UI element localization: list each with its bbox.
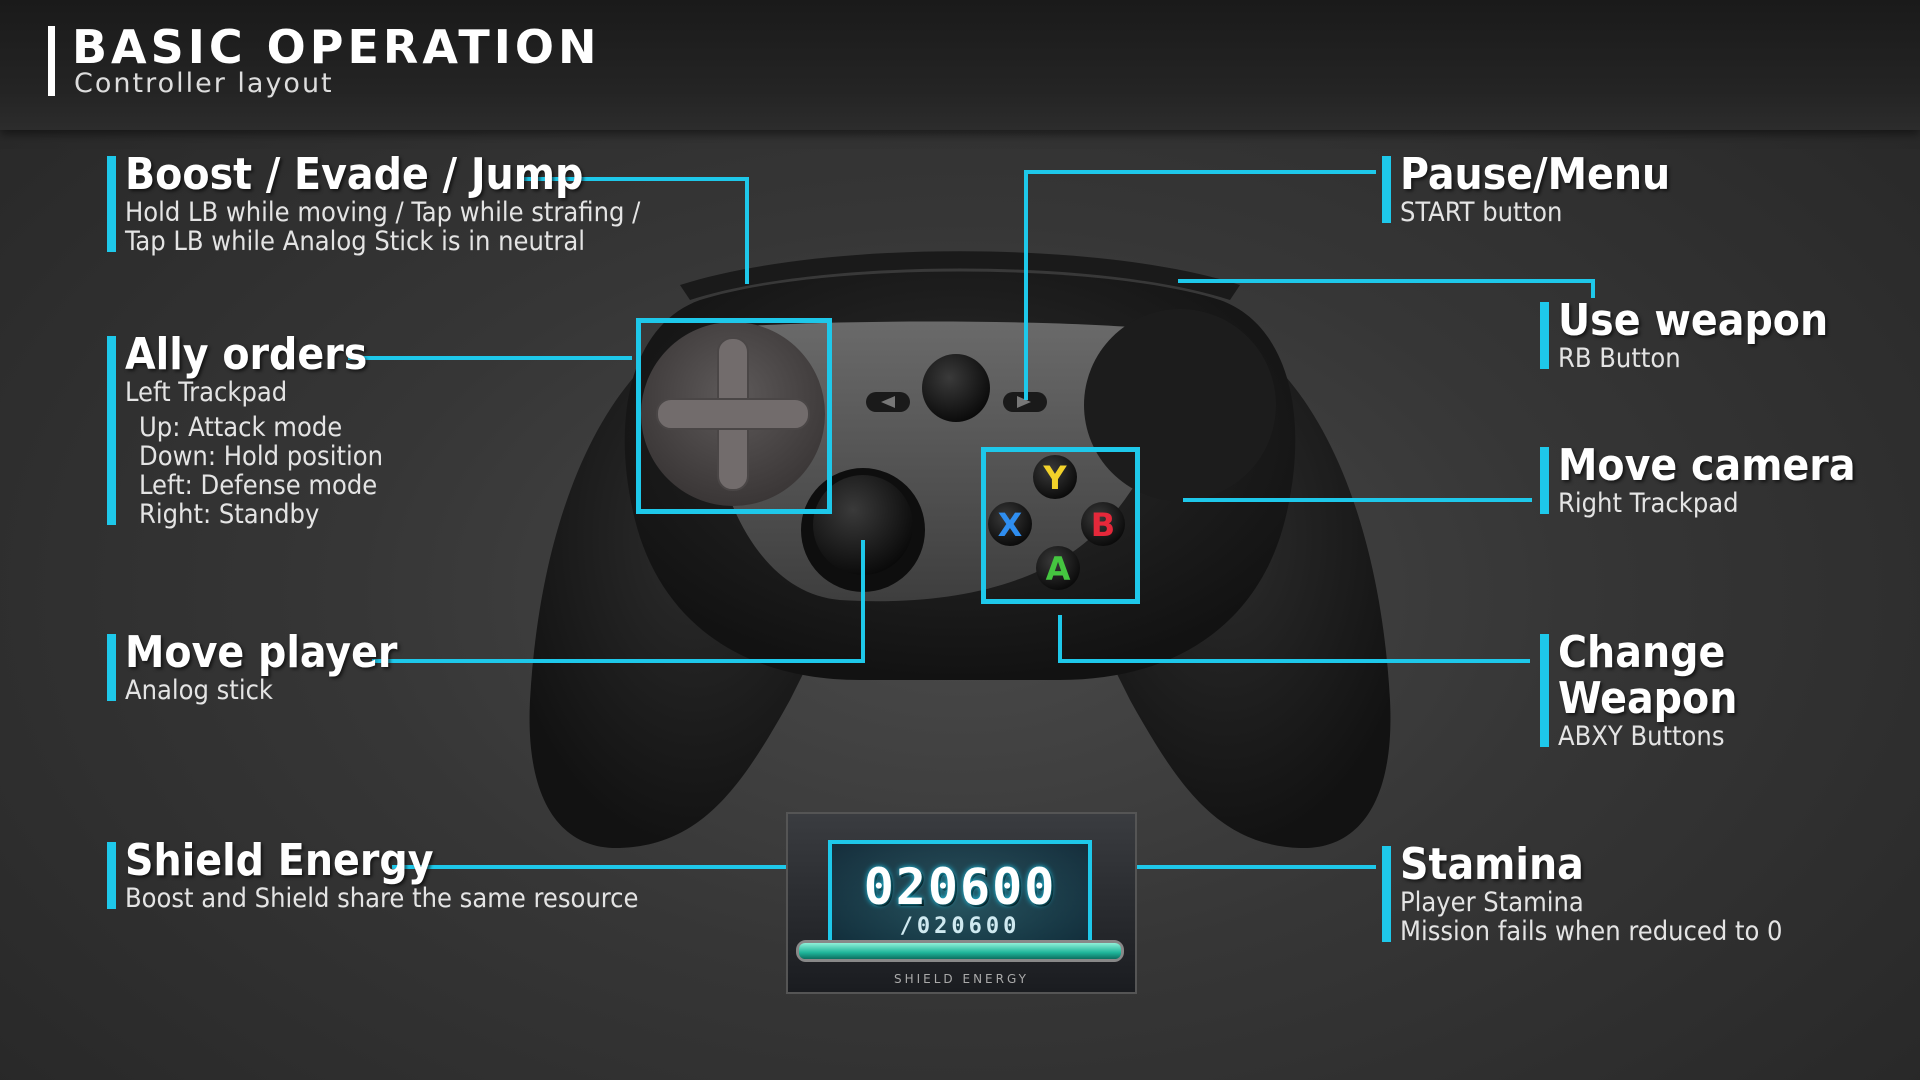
pause-title: Pause/Menu xyxy=(1400,152,1670,198)
boost-desc-2: Tap LB while Analog Stick is in neutral xyxy=(125,227,640,256)
list-item: Left: Defense mode xyxy=(139,471,383,500)
callout-change-weapon: Change Weapon ABXY Buttons xyxy=(1540,630,1737,751)
move-player-title: Move player xyxy=(125,630,397,676)
shield-title: Shield Energy xyxy=(125,838,638,884)
callout-move-camera: Move camera Right Trackpad xyxy=(1540,443,1856,518)
callout-shield-energy: Shield Energy Boost and Shield share the… xyxy=(107,838,638,913)
pause-connector xyxy=(1026,172,1376,400)
ally-title: Ally orders xyxy=(125,332,383,378)
use-weapon-title: Use weapon xyxy=(1558,298,1828,344)
boost-desc-1: Hold LB while moving / Tap while strafin… xyxy=(125,198,640,227)
list-item: Right: Standby xyxy=(139,500,383,529)
callout-move-player: Move player Analog stick xyxy=(107,630,397,705)
pause-desc: START button xyxy=(1400,198,1670,227)
shield-energy-bar xyxy=(796,940,1124,962)
stamina-title: Stamina xyxy=(1400,842,1783,888)
ally-desc: Left Trackpad xyxy=(125,378,383,407)
shield-desc: Boost and Shield share the same resource xyxy=(125,884,638,913)
move-camera-desc: Right Trackpad xyxy=(1558,489,1856,518)
shield-energy-fill xyxy=(799,943,1121,959)
callout-ally-orders: Ally orders Left Trackpad Up: Attack mod… xyxy=(107,332,383,529)
move-camera-title: Move camera xyxy=(1558,443,1856,489)
ally-orders-list: Up: Attack mode Down: Hold position Left… xyxy=(125,413,383,529)
change-weapon-connector xyxy=(1060,615,1530,661)
callout-pause-menu: Pause/Menu START button xyxy=(1382,152,1670,227)
callout-stamina: Stamina Player Stamina Mission fails whe… xyxy=(1382,842,1783,946)
list-item: Down: Hold position xyxy=(139,442,383,471)
stamina-desc-2: Mission fails when reduced to 0 xyxy=(1400,917,1783,946)
stamina-desc-1: Player Stamina xyxy=(1400,888,1783,917)
use-weapon-connector xyxy=(1178,281,1593,298)
callout-use-weapon: Use weapon RB Button xyxy=(1540,298,1828,373)
move-player-connector xyxy=(372,540,863,661)
change-weapon-title-2: Weapon xyxy=(1558,676,1737,722)
shield-energy-hud: 020600 /020600 SHIELD ENERGY xyxy=(786,812,1137,994)
change-weapon-title-1: Change xyxy=(1558,630,1737,676)
list-item: Up: Attack mode xyxy=(139,413,383,442)
stamina-max: /020600 xyxy=(832,914,1088,939)
callout-boost: Boost / Evade / Jump Hold LB while movin… xyxy=(107,152,640,256)
move-player-desc: Analog stick xyxy=(125,676,397,705)
stamina-frame: 020600 /020600 xyxy=(828,840,1092,952)
boost-title: Boost / Evade / Jump xyxy=(125,152,640,198)
stamina-value: 020600 xyxy=(832,858,1088,916)
shield-energy-label: SHIELD ENERGY xyxy=(788,972,1135,986)
use-weapon-desc: RB Button xyxy=(1558,344,1828,373)
change-weapon-desc: ABXY Buttons xyxy=(1558,722,1737,751)
